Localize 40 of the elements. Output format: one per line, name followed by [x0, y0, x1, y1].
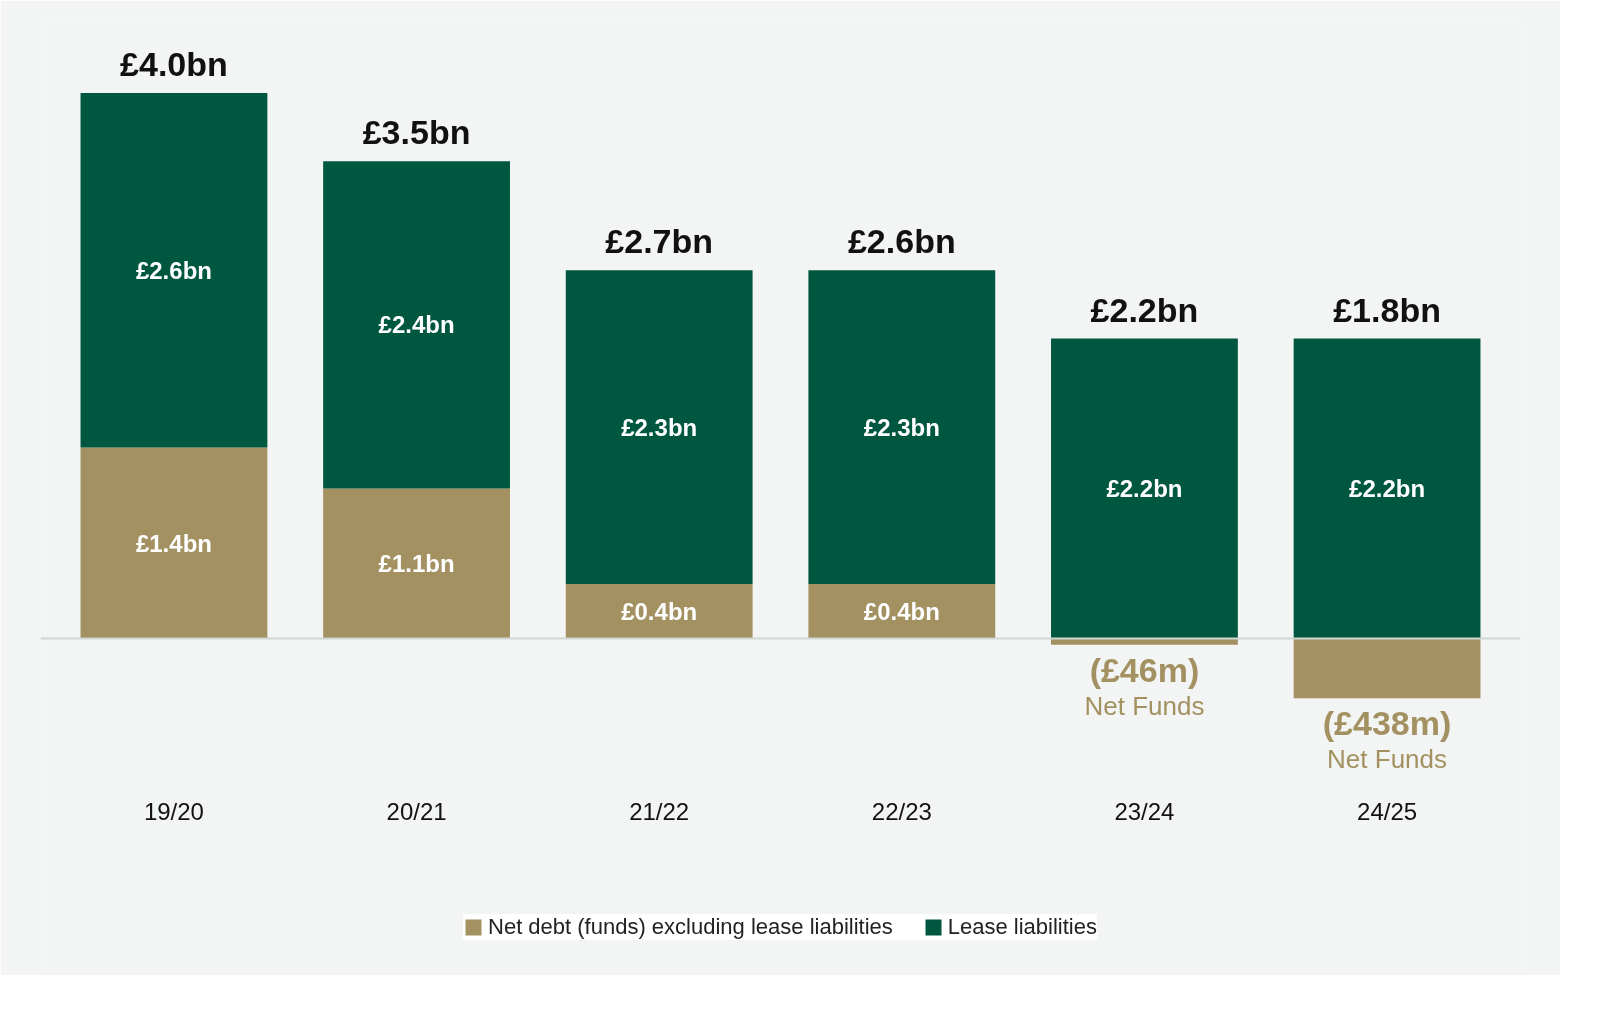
bar — [808, 583, 996, 639]
data-label: £2.2bn — [1349, 475, 1426, 503]
total-label: £4.0bn — [120, 45, 228, 84]
total-label: £1.8bn — [1333, 290, 1441, 329]
x-tick-label: 22/23 — [871, 798, 932, 826]
legend-label: Net debt (funds) excluding lease liabilities — [488, 914, 893, 940]
total-label: £2.6bn — [847, 222, 956, 261]
data-label: £2.3bn — [863, 413, 940, 441]
annotation: (£438m) — [1322, 704, 1452, 743]
bar — [80, 93, 268, 448]
total-label: £3.5bn — [362, 113, 471, 152]
x-tick-label: 23/24 — [1114, 798, 1175, 826]
bar — [1293, 638, 1481, 699]
bar — [323, 161, 510, 489]
x-tick-label: 20/21 — [386, 798, 447, 826]
bar — [1051, 338, 1238, 639]
annotation: Net Funds — [1084, 690, 1205, 721]
data-label: £0.4bn — [863, 597, 940, 625]
x-tick-label: 24/25 — [1357, 798, 1418, 826]
bar — [565, 270, 753, 584]
annotation: (£46m) — [1089, 650, 1200, 689]
bar — [1293, 338, 1481, 639]
data-label: £2.2bn — [1106, 475, 1183, 503]
bar — [1051, 638, 1238, 645]
x-tick-label: 19/20 — [143, 798, 204, 826]
bar — [565, 583, 753, 639]
data-label: £1.4bn — [135, 529, 212, 557]
annotation: Net Funds — [1327, 744, 1448, 775]
bar — [808, 270, 996, 584]
data-label: £1.1bn — [378, 550, 455, 577]
data-label: £2.3bn — [621, 413, 698, 441]
total-label: £2.7bn — [605, 222, 714, 261]
bar — [323, 488, 510, 639]
x-tick-label: 21/22 — [629, 798, 690, 826]
legend-label: Lease liabilities — [947, 914, 1097, 940]
total-label: £2.2bn — [1090, 290, 1199, 329]
data-label: £2.4bn — [378, 311, 455, 339]
data-label: £0.4bn — [621, 597, 698, 625]
data-label: £2.6bn — [135, 256, 212, 284]
bar — [80, 447, 268, 639]
